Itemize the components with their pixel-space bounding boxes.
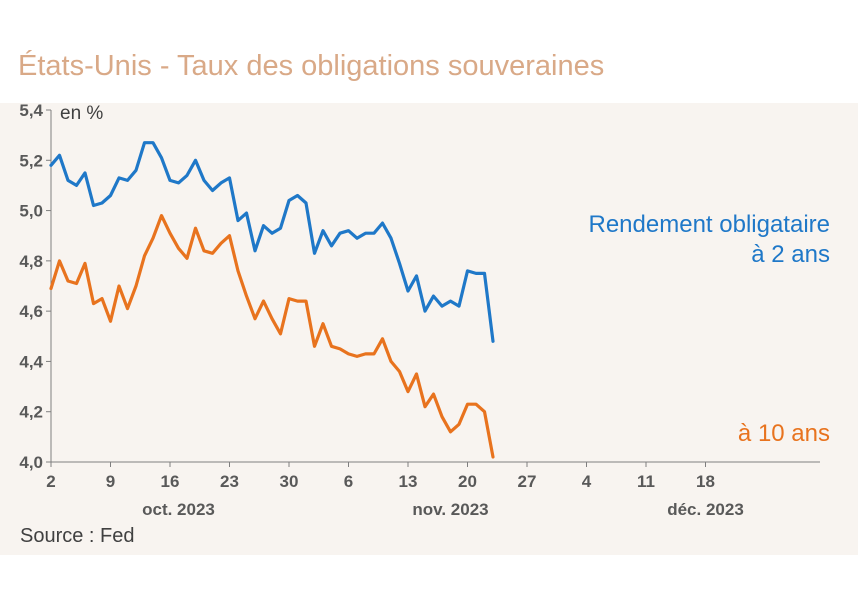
x-tick-label: 27	[518, 472, 537, 491]
x-tick-label: 20	[458, 472, 477, 491]
y-unit-label: en %	[60, 103, 103, 124]
y-tick-label: 4,4	[19, 352, 43, 371]
x-tick-label: 16	[161, 472, 180, 491]
x-tick-label: 18	[696, 472, 715, 491]
series-line-10y	[49, 214, 495, 459]
series-line-2y	[49, 141, 495, 343]
series-label-2y-line2: à 2 ans	[751, 241, 830, 268]
x-tick-label: 23	[220, 472, 239, 491]
source-note: Source : Fed	[20, 525, 135, 547]
x-tick-label: 11	[637, 472, 655, 491]
x-month-label: déc. 2023	[667, 500, 744, 519]
y-tick-label: 4,6	[19, 302, 43, 321]
y-tick-label: 5,2	[19, 151, 43, 170]
x-tick-label: 30	[280, 472, 299, 491]
x-tick-label: 4	[582, 472, 592, 491]
series-label-10y: à 10 ans	[738, 420, 830, 447]
plot-area	[0, 103, 858, 555]
series-label-2y-line1: Rendement obligataire	[589, 211, 831, 238]
x-tick-label: 6	[344, 472, 353, 491]
x-month-label: oct. 2023	[142, 500, 215, 519]
chart-title: États-Unis - Taux des obligations souver…	[18, 50, 605, 82]
y-tick-label: 5,0	[19, 202, 43, 221]
x-tick-label: 13	[399, 472, 418, 491]
y-tick-label: 4,0	[19, 453, 43, 472]
y-tick-label: 5,4	[19, 101, 43, 120]
x-tick-label: 9	[106, 472, 115, 491]
y-tick-label: 4,8	[19, 252, 43, 271]
x-tick-label: 2	[46, 472, 55, 491]
x-month-label: nov. 2023	[412, 500, 488, 519]
y-tick-label: 4,2	[19, 403, 43, 422]
